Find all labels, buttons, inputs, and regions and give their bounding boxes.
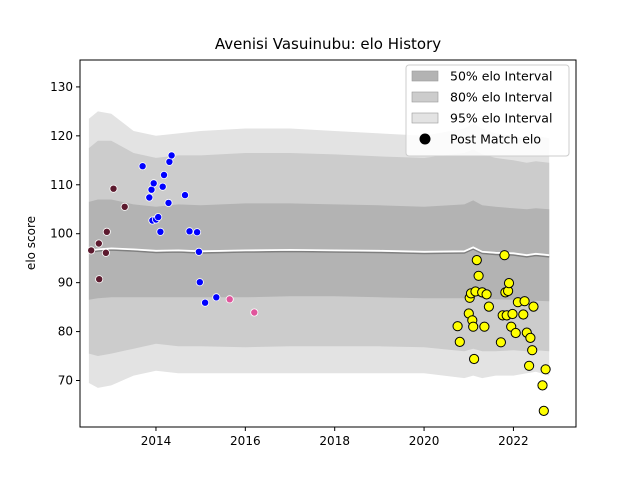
elo-point-3-17 xyxy=(499,250,510,261)
elo-point-3-35 xyxy=(540,364,551,375)
elo-point-1-1 xyxy=(145,193,154,202)
elo-point-1-9 xyxy=(159,170,168,179)
legend-label-2: 95% elo Interval xyxy=(450,111,552,126)
elo-point-3-15 xyxy=(495,337,506,348)
y-tick-label-110: 110 xyxy=(50,178,73,192)
legend-label-1: 80% elo Interval xyxy=(450,90,552,105)
elo-point-1-13 xyxy=(180,191,189,200)
elo-point-3-23 xyxy=(507,308,518,320)
elo-point-3-26 xyxy=(518,309,529,320)
elo-point-2-1 xyxy=(250,308,259,317)
chart-title: Avenisi Vasuinubu: elo History xyxy=(215,35,441,53)
x-tick-label-2018: 2018 xyxy=(319,434,350,448)
elo-point-3-34 xyxy=(538,405,549,416)
legend-swatch-1 xyxy=(411,91,439,103)
legend-box xyxy=(405,64,570,157)
elo-point-3-14 xyxy=(483,301,494,312)
y-tick-label-80: 80 xyxy=(58,325,73,339)
elo-point-3-24 xyxy=(510,327,521,339)
legend-label-3: Post Match elo xyxy=(450,132,541,147)
elo-point-1-19 xyxy=(212,293,221,302)
elo-point-3-13 xyxy=(481,289,492,300)
elo-point-3-6 xyxy=(468,321,479,332)
elo-point-0-0 xyxy=(87,246,96,255)
elo-point-3-10 xyxy=(473,270,484,281)
legend: 50% elo Interval 80% elo Interval 95% elo … xyxy=(405,64,570,157)
elo-point-3-7 xyxy=(469,353,480,365)
elo-point-1-18 xyxy=(201,298,210,307)
elo-point-1-4 xyxy=(149,179,158,188)
y-tick-label-130: 130 xyxy=(50,80,73,94)
elo-point-0-4 xyxy=(102,227,111,236)
elo-point-3-1 xyxy=(454,336,465,347)
elo-point-3-32 xyxy=(528,301,539,312)
x-tick-label-2022: 2022 xyxy=(498,434,529,448)
elo-point-0-6 xyxy=(120,202,129,211)
elo-point-1-15 xyxy=(193,228,202,237)
elo-point-1-8 xyxy=(158,182,167,191)
elo-point-2-0 xyxy=(225,295,234,304)
elo-point-3-12 xyxy=(479,321,490,332)
elo-point-1-6 xyxy=(154,213,163,222)
elo-point-1-16 xyxy=(194,247,203,256)
elo-point-1-10 xyxy=(164,198,173,207)
elo-point-1-0 xyxy=(138,162,147,171)
mean-elo-line xyxy=(88,246,550,257)
median-elo-line xyxy=(88,248,550,258)
elo-point-0-5 xyxy=(109,184,118,193)
x-tick-label-2016: 2016 xyxy=(230,434,261,448)
elo-point-1-14 xyxy=(185,227,194,236)
x-tick-label-2014: 2014 xyxy=(141,434,172,448)
y-tick-label-100: 100 xyxy=(50,227,73,241)
legend-label-0: 50% elo Interval xyxy=(450,69,552,84)
elo-point-3-9 xyxy=(471,255,482,266)
elo-point-3-21 xyxy=(503,278,515,289)
elo-point-1-17 xyxy=(195,278,204,287)
elo-point-3-0 xyxy=(452,321,463,332)
elo-point-0-3 xyxy=(101,248,110,257)
elo-point-1-7 xyxy=(156,227,165,236)
elo-point-1-12 xyxy=(167,151,176,160)
y-axis-label: elo score xyxy=(24,216,38,270)
elo-point-3-29 xyxy=(524,360,535,371)
plot-frame xyxy=(79,59,577,428)
elo-point-3-33 xyxy=(537,380,548,391)
y-tick-label-90: 90 xyxy=(58,276,73,290)
elo-point-3-27 xyxy=(519,296,530,307)
legend-marker-3 xyxy=(419,133,431,145)
elo-point-3-30 xyxy=(525,332,536,343)
plot-area: 2014 2016 2018 2020 2022 70 80 90 100 110 120 130 xyxy=(50,59,577,448)
x-tick-label-2020: 2020 xyxy=(409,434,440,448)
elo-point-0-2 xyxy=(95,275,104,284)
legend-swatch-2 xyxy=(411,112,439,124)
elo-point-3-31 xyxy=(527,345,538,356)
legend-swatch-0 xyxy=(411,70,439,82)
y-tick-label-120: 120 xyxy=(50,129,73,143)
y-tick-label-70: 70 xyxy=(58,374,73,388)
elo-point-0-1 xyxy=(94,239,103,248)
